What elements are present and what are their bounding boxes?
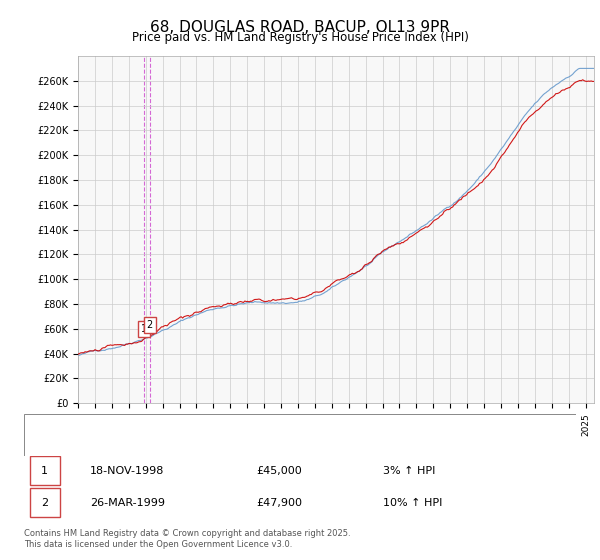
FancyBboxPatch shape [24,414,576,456]
Text: Contains HM Land Registry data © Crown copyright and database right 2025.
This d: Contains HM Land Registry data © Crown c… [24,529,350,549]
FancyBboxPatch shape [29,456,60,485]
Text: 2: 2 [41,498,48,508]
Text: £47,900: £47,900 [256,498,302,508]
Text: 18-NOV-1998: 18-NOV-1998 [90,465,164,475]
Text: 2: 2 [146,320,152,330]
Text: 1: 1 [140,324,147,334]
Text: 10% ↑ HPI: 10% ↑ HPI [383,498,442,508]
FancyBboxPatch shape [29,488,60,517]
Text: 26-MAR-1999: 26-MAR-1999 [90,498,165,508]
Text: 68, DOUGLAS ROAD, BACUP, OL13 9PR: 68, DOUGLAS ROAD, BACUP, OL13 9PR [150,20,450,35]
Text: 68, DOUGLAS ROAD, BACUP, OL13 9PR (semi-detached house): 68, DOUGLAS ROAD, BACUP, OL13 9PR (semi-… [74,421,401,431]
Text: HPI: Average price, semi-detached house, Rossendale: HPI: Average price, semi-detached house,… [74,440,355,450]
Text: 3% ↑ HPI: 3% ↑ HPI [383,465,435,475]
Text: £45,000: £45,000 [256,465,302,475]
Text: 1: 1 [41,465,48,475]
Text: Price paid vs. HM Land Registry's House Price Index (HPI): Price paid vs. HM Land Registry's House … [131,31,469,44]
